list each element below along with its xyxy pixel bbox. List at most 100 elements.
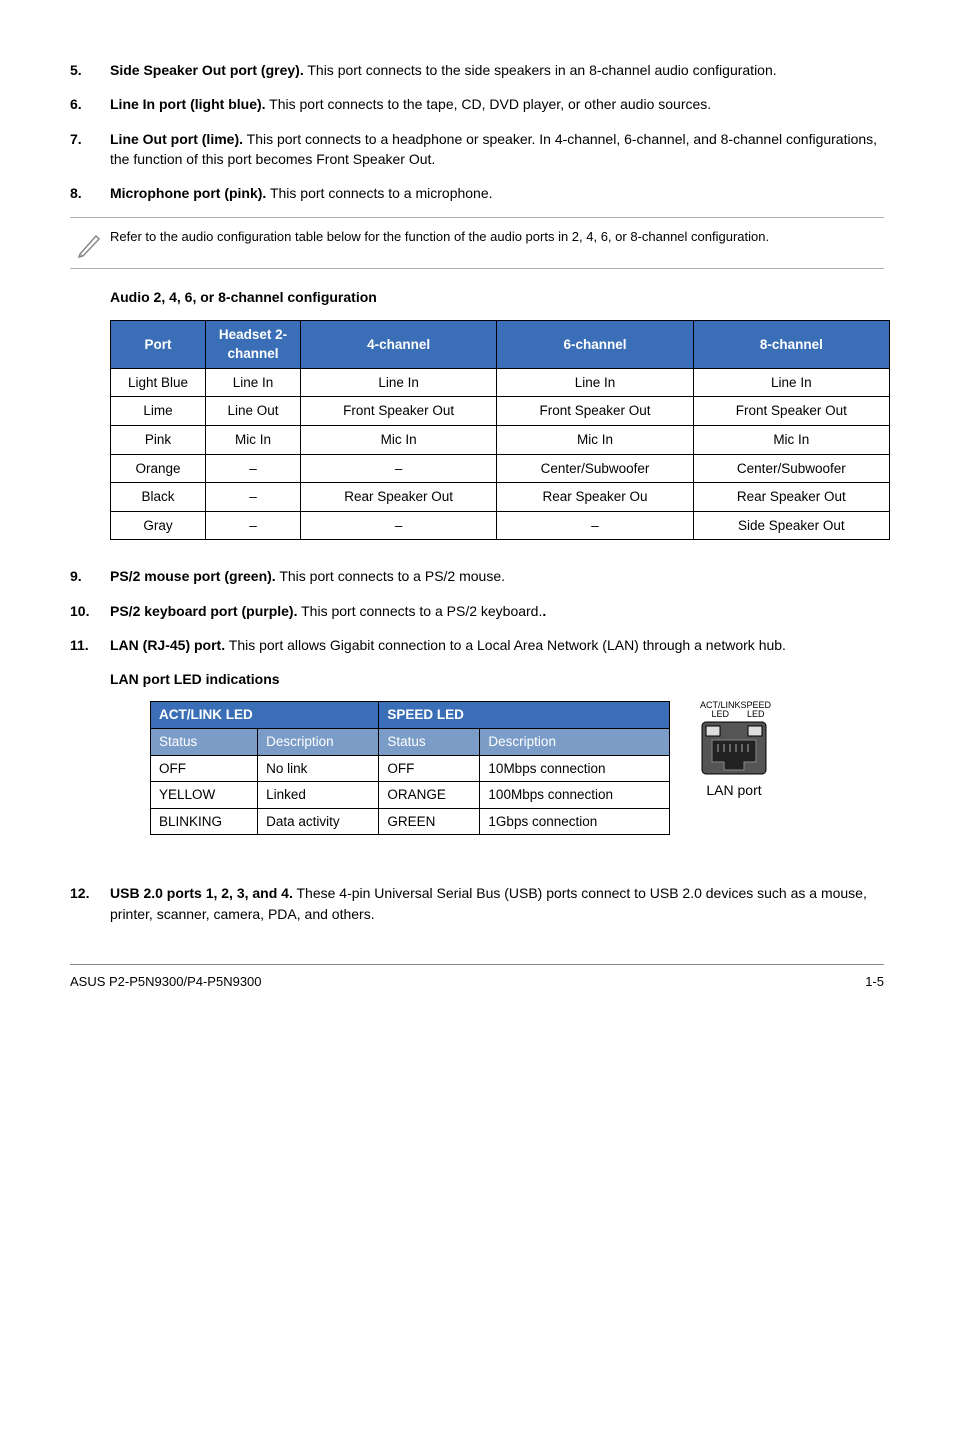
cell: – xyxy=(206,511,301,540)
item-num: 10. xyxy=(70,601,110,621)
item-body: Side Speaker Out port (grey). This port … xyxy=(110,60,884,80)
l: LED xyxy=(712,709,730,719)
cell: – xyxy=(497,511,693,540)
port-list-part3: 12.USB 2.0 ports 1, 2, 3, and 4. These 4… xyxy=(70,883,884,924)
lan-port-figure: ACT/LINKLED SPEEDLED LAN port xyxy=(700,701,768,800)
cell: YELLOW xyxy=(151,782,258,809)
item-body: Line In port (light blue). This port con… xyxy=(110,94,884,114)
cell: – xyxy=(206,454,301,483)
cell: Mic In xyxy=(206,426,301,455)
cell: Rear Speaker Out xyxy=(301,483,497,512)
cell: Front Speaker Out xyxy=(497,397,693,426)
cell: Front Speaker Out xyxy=(301,397,497,426)
th-status: Status xyxy=(151,729,258,756)
cell: Side Speaker Out xyxy=(693,511,889,540)
cell: – xyxy=(206,483,301,512)
cell: Mic In xyxy=(301,426,497,455)
item-body: Line Out port (lime). This port connects… xyxy=(110,129,884,170)
th-headset-text: Headset 2-channel xyxy=(219,327,287,362)
list-item: 8.Microphone port (pink). This port conn… xyxy=(70,183,884,203)
th-desc: Description xyxy=(480,729,670,756)
item-num: 9. xyxy=(70,566,110,586)
cell: Rear Speaker Ou xyxy=(497,483,693,512)
list-item: 12.USB 2.0 ports 1, 2, 3, and 4. These 4… xyxy=(70,883,884,924)
cell: Orange xyxy=(111,454,206,483)
th-headset: Headset 2-channel xyxy=(206,320,301,368)
table-row: LimeLine OutFront Speaker OutFront Speak… xyxy=(111,397,890,426)
cell: Line In xyxy=(206,368,301,397)
cell: Gray xyxy=(111,511,206,540)
audio-config-title: Audio 2, 4, 6, or 8-channel configuratio… xyxy=(110,287,884,307)
item-num: 11. xyxy=(70,635,110,655)
table-row: PinkMic InMic InMic InMic In xyxy=(111,426,890,455)
lan-led-title: LAN port LED indications xyxy=(110,669,884,689)
page-footer: ASUS P2-P5N9300/P4-P5N9300 1-5 xyxy=(70,964,884,992)
cell: BLINKING xyxy=(151,808,258,835)
item-num: 8. xyxy=(70,183,110,203)
item-num: 5. xyxy=(70,60,110,80)
lan-section: ACT/LINK LED SPEED LED Status Descriptio… xyxy=(110,701,884,861)
item-body: PS/2 keyboard port (purple). This port c… xyxy=(110,601,884,621)
list-item: 5.Side Speaker Out port (grey). This por… xyxy=(70,60,884,80)
cell: Data activity xyxy=(258,808,379,835)
cell: Mic In xyxy=(693,426,889,455)
cell: Linked xyxy=(258,782,379,809)
cell: Lime xyxy=(111,397,206,426)
note-callout: Refer to the audio configuration table b… xyxy=(70,217,884,269)
cell: Front Speaker Out xyxy=(693,397,889,426)
item-title: Microphone port (pink). xyxy=(110,185,266,201)
list-item: 7.Line Out port (lime). This port connec… xyxy=(70,129,884,170)
cell: Line In xyxy=(301,368,497,397)
cell: Line In xyxy=(497,368,693,397)
cell: Black xyxy=(111,483,206,512)
port-list-part1: 5.Side Speaker Out port (grey). This por… xyxy=(70,60,884,203)
table-row: Gray–––Side Speaker Out xyxy=(111,511,890,540)
cell: Center/Subwoofer xyxy=(497,454,693,483)
cell: Pink xyxy=(111,426,206,455)
cell: Light Blue xyxy=(111,368,206,397)
cell: ORANGE xyxy=(379,782,480,809)
lan-led-table: ACT/LINK LED SPEED LED Status Descriptio… xyxy=(150,701,670,835)
cell: Rear Speaker Out xyxy=(693,483,889,512)
l: LED xyxy=(747,709,765,719)
actlink-label: ACT/LINKLED xyxy=(700,701,741,719)
led-labels: ACT/LINKLED SPEEDLED xyxy=(700,701,768,719)
rj45-icon xyxy=(700,720,768,776)
item-body: LAN (RJ-45) port. This port allows Gigab… xyxy=(110,635,884,655)
th-desc: Description xyxy=(258,729,379,756)
table-row: BLINKINGData activityGREEN1Gbps connecti… xyxy=(151,808,670,835)
item-title: LAN (RJ-45) port. xyxy=(110,637,225,653)
item-num: 12. xyxy=(70,883,110,924)
th-speed: SPEED LED xyxy=(379,702,670,729)
item-text: This port connects to a microphone. xyxy=(266,185,492,201)
cell: OFF xyxy=(151,755,258,782)
cell: Line Out xyxy=(206,397,301,426)
item-text: This port connects to a PS/2 mouse. xyxy=(276,568,505,584)
th-4ch: 4-channel xyxy=(301,320,497,368)
cell: 1Gbps connection xyxy=(480,808,670,835)
item-body: PS/2 mouse port (green). This port conne… xyxy=(110,566,884,586)
note-icon xyxy=(70,228,110,258)
audio-table-body: Light BlueLine InLine InLine InLine In L… xyxy=(111,368,890,539)
cell: – xyxy=(301,454,497,483)
list-item: 9.PS/2 mouse port (green). This port con… xyxy=(70,566,884,586)
cell: Center/Subwoofer xyxy=(693,454,889,483)
footer-left: ASUS P2-P5N9300/P4-P5N9300 xyxy=(70,973,262,992)
table-row: Light BlueLine InLine InLine InLine In xyxy=(111,368,890,397)
cell: GREEN xyxy=(379,808,480,835)
cell: 10Mbps connection xyxy=(480,755,670,782)
item-title: Line In port (light blue). xyxy=(110,96,266,112)
item-num: 6. xyxy=(70,94,110,114)
item-num: 7. xyxy=(70,129,110,170)
audio-config-table: Port Headset 2-channel 4-channel 6-chann… xyxy=(110,320,890,541)
list-item: 11.LAN (RJ-45) port. This port allows Gi… xyxy=(70,635,884,655)
cell: – xyxy=(301,511,497,540)
item-body: Microphone port (pink). This port connec… xyxy=(110,183,884,203)
list-item: 6.Line In port (light blue). This port c… xyxy=(70,94,884,114)
speed-label: SPEEDLED xyxy=(741,701,772,719)
th-8ch: 8-channel xyxy=(693,320,889,368)
cell: OFF xyxy=(379,755,480,782)
cell: 100Mbps connection xyxy=(480,782,670,809)
item-title: PS/2 mouse port (green). xyxy=(110,568,276,584)
cell: Mic In xyxy=(497,426,693,455)
